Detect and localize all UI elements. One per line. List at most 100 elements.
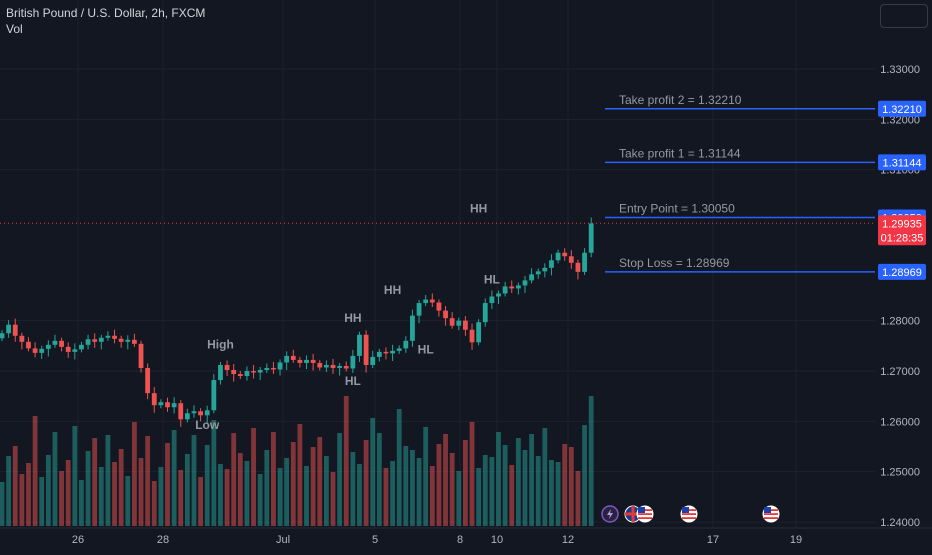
- volume-bar: [376, 433, 382, 526]
- pattern-annotation: HL: [484, 272, 500, 286]
- volume-bar: [211, 420, 217, 526]
- candle-body: [588, 223, 594, 253]
- volume-bar: [284, 458, 290, 526]
- candle-body: [284, 355, 290, 363]
- level-price-tag: [878, 154, 926, 171]
- x-tick-label[interactable]: 10: [491, 534, 503, 546]
- candle-body: [65, 346, 71, 352]
- volume-bar: [390, 461, 395, 526]
- pattern-annotation: HL: [418, 342, 434, 356]
- candle-body: [211, 380, 217, 411]
- x-tick-label[interactable]: 5: [372, 534, 378, 546]
- us-flag-icon[interactable]: [636, 505, 654, 523]
- candle-body: [118, 338, 124, 342]
- candle-body: [476, 322, 482, 343]
- candle-body: [224, 364, 230, 370]
- volume-bar: [456, 471, 462, 526]
- volume-bar: [496, 432, 501, 526]
- volume-bar: [277, 468, 283, 526]
- candle-body: [251, 371, 256, 373]
- pattern-annotation: HH: [344, 311, 361, 325]
- y-tick-label[interactable]: 1.32000: [880, 114, 920, 126]
- candle-body: [568, 256, 574, 263]
- candle-body: [85, 339, 91, 345]
- volume-bar: [383, 468, 389, 526]
- level-price-tag: [878, 100, 926, 117]
- candle-body: [277, 362, 283, 370]
- volume-bar: [165, 443, 170, 526]
- volume-indicator-label[interactable]: Vol: [6, 22, 23, 36]
- candle-body: [542, 267, 548, 272]
- candle-body: [509, 286, 515, 289]
- volume-bar: [489, 457, 495, 526]
- x-tick-label[interactable]: 8: [457, 534, 463, 546]
- volume-bar: [26, 463, 31, 526]
- candle-body: [45, 344, 51, 349]
- x-tick-label[interactable]: 28: [157, 534, 169, 546]
- x-tick-label[interactable]: 19: [790, 534, 802, 546]
- volume-bar: [52, 432, 58, 526]
- candle-body: [310, 359, 316, 363]
- candle-body: [529, 274, 534, 281]
- y-tick-label[interactable]: 1.33000: [880, 64, 920, 76]
- level-label: Stop Loss = 1.28969: [619, 256, 730, 270]
- volume-bar: [588, 396, 594, 526]
- x-tick-label[interactable]: Jul: [276, 534, 290, 546]
- volume-bar: [502, 445, 508, 526]
- volume-bar: [112, 462, 117, 526]
- lightning-icon[interactable]: [601, 505, 619, 523]
- volume-bar: [6, 456, 12, 526]
- volume-bar: [224, 469, 230, 526]
- y-tick-label[interactable]: 1.25000: [880, 467, 920, 479]
- candle-body: [98, 337, 104, 342]
- level-label: Take profit 1 = 1.31144: [619, 146, 741, 160]
- volume-bar: [555, 462, 561, 526]
- candle-body: [383, 351, 389, 354]
- candle-body: [363, 334, 369, 365]
- volume-bar: [85, 451, 91, 526]
- candle-body: [218, 364, 223, 381]
- x-tick-label[interactable]: 17: [707, 534, 719, 546]
- volume-bar: [271, 432, 276, 526]
- level-price-tag-label: 1.31144: [883, 157, 922, 169]
- candle-body: [257, 369, 263, 373]
- x-tick-label[interactable]: 26: [72, 534, 84, 546]
- x-tick-label[interactable]: 12: [562, 534, 574, 546]
- level-price-tag-label: 1.32210: [882, 104, 922, 116]
- us-flag-icon[interactable]: [680, 505, 698, 523]
- volume-bar: [343, 396, 349, 526]
- top-right-button[interactable]: [880, 4, 928, 28]
- y-tick-label[interactable]: 1.26000: [880, 416, 920, 428]
- volume-bar: [562, 444, 568, 526]
- candle-body: [32, 348, 38, 353]
- candle-body: [171, 403, 177, 408]
- symbol-title[interactable]: British Pound / U.S. Dollar, 2h, FXCM: [6, 6, 206, 20]
- candle-body: [562, 252, 568, 257]
- volume-bar: [237, 453, 243, 526]
- volume-bar: [304, 466, 309, 526]
- y-tick-label[interactable]: 1.27000: [880, 366, 920, 378]
- pattern-annotation: HH: [384, 283, 401, 297]
- volume-bar: [482, 455, 488, 526]
- candle-body: [52, 340, 58, 345]
- candle-body: [370, 356, 376, 365]
- volume-bar: [410, 450, 415, 526]
- volume-bar: [416, 458, 422, 526]
- us-flag-icon[interactable]: [762, 505, 780, 523]
- volume-bar: [476, 468, 482, 526]
- volume-bar: [337, 433, 343, 526]
- candle-body: [132, 339, 137, 344]
- candle-body: [158, 402, 164, 406]
- candle-body: [304, 359, 309, 363]
- level-price-tag-label: 1.28969: [882, 267, 922, 279]
- volume-bar: [32, 416, 38, 526]
- candle-body: [436, 302, 442, 311]
- candle-body: [125, 339, 131, 342]
- y-tick-label[interactable]: 1.24000: [880, 517, 920, 529]
- volume-bar: [19, 474, 25, 526]
- y-tick-label[interactable]: 1.28000: [880, 316, 920, 328]
- volume-bar: [515, 438, 521, 526]
- volume-bar: [125, 476, 131, 526]
